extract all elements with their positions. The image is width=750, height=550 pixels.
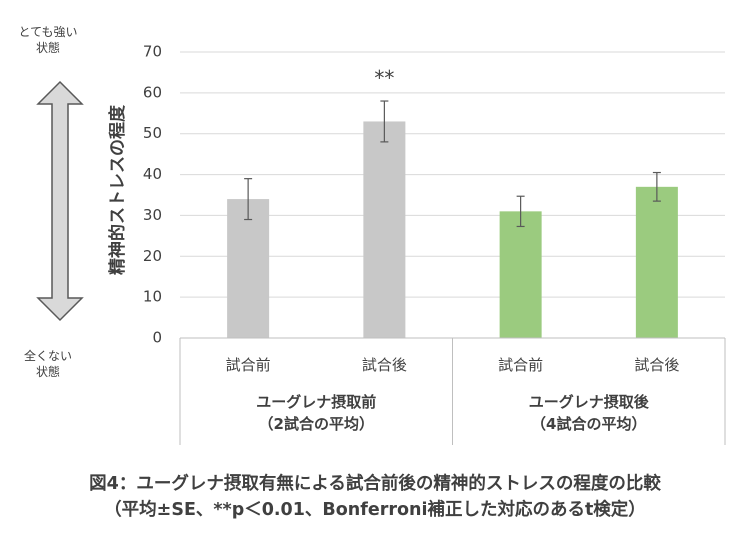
y-tick-label: 40: [143, 165, 162, 183]
bar: [635, 186, 678, 338]
scale-top-line1: とても強い: [18, 25, 78, 39]
y-tick-label: 30: [143, 206, 162, 224]
scale-bottom-line1: 全くない: [23, 349, 72, 363]
y-tick-label: 70: [143, 43, 162, 61]
category-label: 試合後: [362, 356, 407, 374]
group-labels: ユーグレナ摂取前 （2試合の平均） ユーグレナ摂取後 （4試合の平均）: [256, 393, 650, 433]
bar: [363, 121, 406, 338]
group-sublabel: （4試合の平均）: [531, 415, 646, 433]
group-label: ユーグレナ摂取後: [529, 393, 650, 411]
y-tick-label: 10: [143, 288, 162, 306]
category-label: 試合後: [634, 356, 679, 374]
category-label: 試合前: [226, 356, 271, 374]
group-sublabel: （2試合の平均）: [259, 415, 374, 433]
y-tick-label: 50: [143, 124, 162, 142]
gridlines: [180, 51, 725, 298]
group-label: ユーグレナ摂取前: [256, 393, 376, 411]
scale-top-label: とても強い 状態: [14, 24, 82, 56]
category-labels: 試合前 試合後 試合前 試合後: [179, 337, 726, 445]
y-tick-labels: 0 10 20 30 40 50 60 70: [143, 43, 162, 347]
bar: [499, 211, 542, 338]
category-label: 試合前: [498, 356, 543, 374]
bar-chart: 010203040506070 精神的ストレスの程度 ** 試合前 試合後 試合前試…: [36, 43, 726, 445]
significance-marker: **: [374, 66, 394, 90]
scale-double-arrow: [36, 80, 84, 322]
scale-top-line2: 状態: [35, 41, 60, 55]
y-axis-label: 精神的ストレスの程度: [107, 104, 128, 275]
y-tick-label: 20: [143, 247, 162, 265]
figure-caption-note: （平均±SE、**p＜0.01、Bonferroni補正した対応のあるt検定）: [104, 500, 646, 520]
scale-bottom-line2: 状態: [35, 365, 60, 379]
figure-caption-title: 図4：ユーグレナ摂取有無による試合前後の精神的ストレスの程度の比較: [89, 474, 661, 494]
y-tick-label: 60: [143, 83, 162, 101]
bar: [227, 199, 270, 338]
bars: **: [227, 66, 678, 338]
y-tick-label: 0: [152, 329, 162, 347]
scale-bottom-label: 全くない 状態: [14, 348, 82, 380]
